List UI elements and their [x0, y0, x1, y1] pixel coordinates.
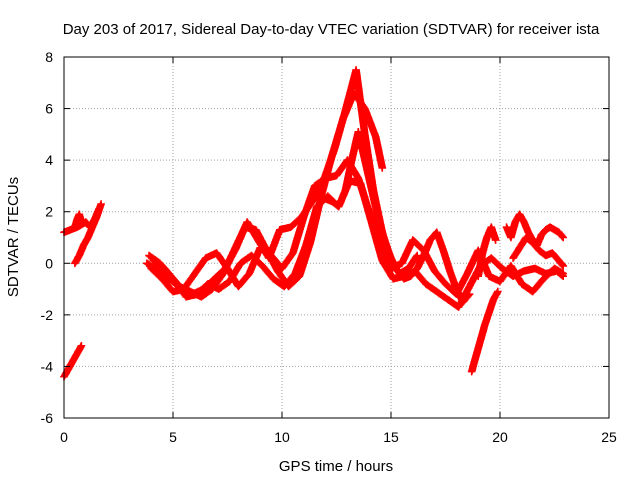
series-points — [149, 177, 567, 311]
series-arc-10 — [467, 287, 502, 376]
series-arc-9 — [321, 128, 474, 306]
y-tick-label: -4 — [41, 358, 54, 374]
series-arc-13 — [509, 233, 567, 270]
series-arc-3 — [71, 210, 86, 231]
y-axis-label: SDTVAR / TECUs — [5, 177, 22, 297]
y-tick-label: -2 — [41, 307, 54, 323]
series-points — [71, 210, 86, 231]
y-tick-label: 4 — [45, 152, 53, 168]
x-tick-label: 10 — [274, 429, 290, 445]
series-points — [60, 342, 86, 381]
series-points — [467, 287, 502, 376]
y-tick-label: -6 — [41, 410, 54, 426]
series-arc-1 — [60, 342, 86, 381]
y-tick-label: 8 — [45, 49, 53, 65]
axis-ticks: 0 5 10 15 20 25 -6 -4 -2 0 2 4 6 8 — [41, 49, 617, 445]
series-points — [71, 200, 105, 268]
data-series — [60, 66, 567, 381]
x-tick-label: 15 — [383, 429, 399, 445]
x-tick-label: 0 — [60, 429, 68, 445]
series-points — [509, 233, 567, 270]
y-tick-label: 6 — [45, 101, 53, 117]
series-points — [321, 128, 474, 306]
series-arc-11 — [474, 223, 500, 280]
x-tick-label: 20 — [492, 429, 508, 445]
x-tick-label: 5 — [169, 429, 177, 445]
plot-frame — [63, 56, 610, 419]
series-points — [474, 223, 500, 280]
y-tick-label: 0 — [45, 255, 53, 271]
y-tick-label: 2 — [45, 204, 53, 220]
series-arc-4 — [71, 200, 105, 268]
series-arc-8 — [149, 177, 567, 311]
x-tick-label: 25 — [601, 429, 617, 445]
chart-title: Day 203 of 2017, Sidereal Day-to-day VTE… — [63, 21, 600, 38]
x-axis-label: GPS time / hours — [279, 458, 393, 475]
